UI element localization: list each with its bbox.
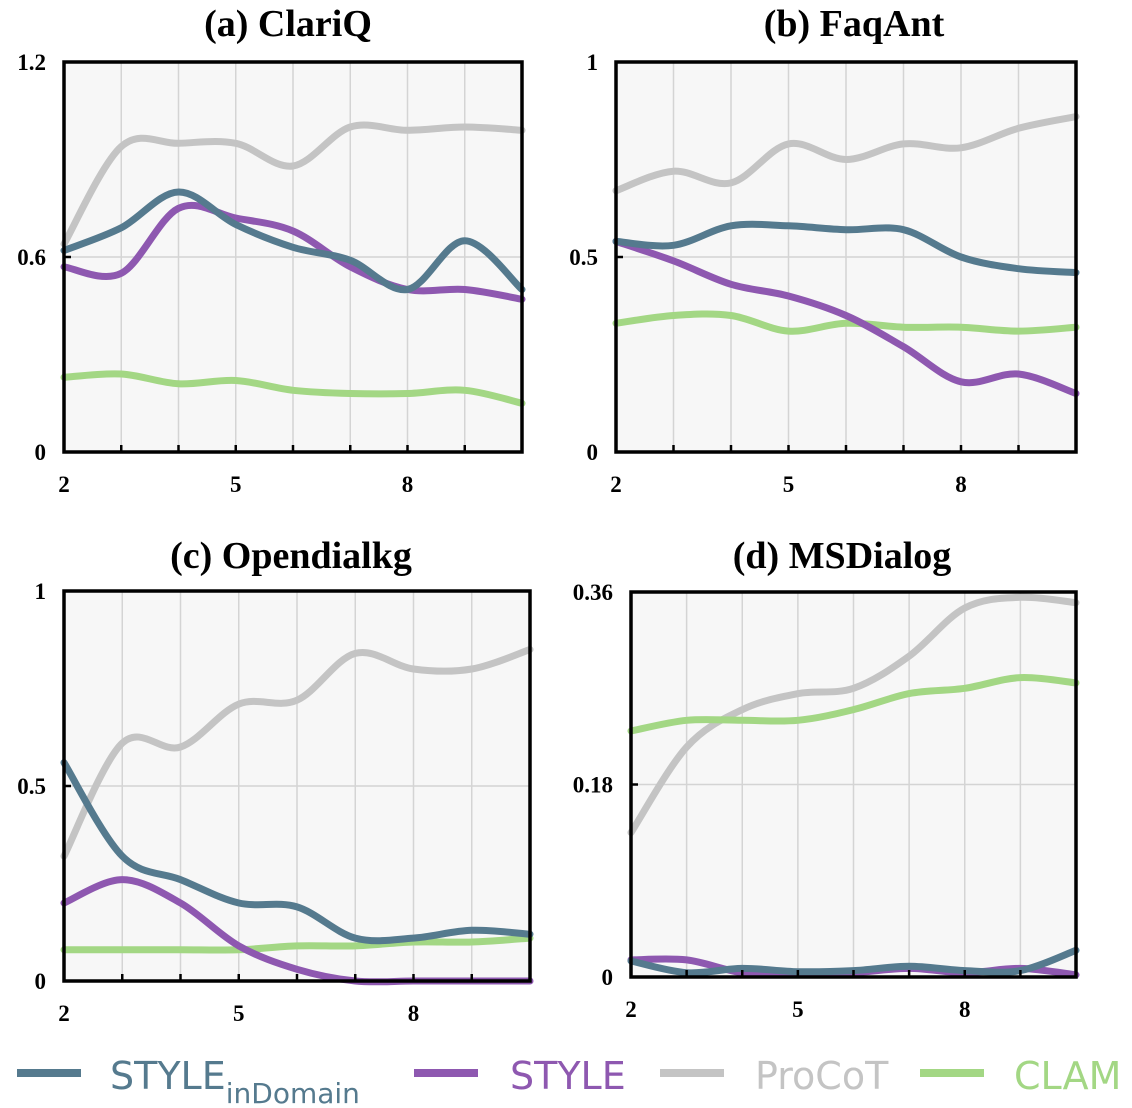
chart-title: (c) Opendialkg — [170, 535, 412, 577]
series-line-style — [60, 201, 526, 303]
y-tick-label: 0.18 — [573, 773, 613, 798]
chart-panel-3: 2 5 8 0 0.5 1 (c) Opendialkg — [17, 535, 534, 1026]
legend-label: STYLEinDomain — [110, 1054, 360, 1108]
x-tick-label: 2 — [58, 472, 70, 497]
legend-label: ProCoT — [755, 1054, 889, 1098]
legend-label: CLAM — [1014, 1054, 1121, 1098]
legend-item-clam[interactable]: CLAM — [920, 1054, 1121, 1098]
series-line-style — [612, 237, 1080, 397]
series-line-procot — [60, 646, 534, 860]
y-tick-label: 1 — [587, 50, 599, 75]
chart-title: (d) MSDialog — [733, 535, 952, 577]
y-tick-label: 0.36 — [573, 580, 613, 605]
x-tick-label: 8 — [402, 472, 414, 497]
chart-panel-2: 2 5 8 0 0.5 1 (b) FaqAnt — [569, 3, 1080, 497]
y-tick-label: 0.5 — [17, 774, 46, 799]
legend-label: STYLE — [510, 1054, 626, 1098]
y-tick-label: 0 — [602, 965, 614, 990]
y-tick-label: 0 — [587, 440, 599, 465]
series-line-clam — [612, 310, 1080, 335]
y-tick-label: 1.2 — [17, 50, 46, 75]
series-line-style_indomain — [612, 220, 1080, 277]
x-tick-label: 2 — [610, 472, 622, 497]
series-line-procot — [60, 121, 526, 248]
legend-item-procot[interactable]: ProCoT — [660, 1054, 889, 1098]
x-tick-label: 8 — [959, 997, 971, 1022]
series-line-clam — [60, 934, 534, 954]
series-line-procot — [612, 113, 1080, 195]
chart-title: (b) FaqAnt — [764, 3, 945, 45]
chart-panel-1: 2 5 8 0 0.6 1.2 (a) ClariQ — [17, 3, 526, 497]
x-tick-label: 5 — [230, 472, 242, 497]
y-tick-label: 0 — [35, 440, 47, 465]
series-line-clam — [60, 370, 526, 407]
y-tick-label: 0.6 — [17, 245, 46, 270]
x-tick-label: 2 — [58, 1001, 70, 1026]
legend-item-style[interactable]: STYLE — [414, 1054, 626, 1098]
x-tick-label: 8 — [408, 1001, 420, 1026]
chart-panel-4: 2 5 8 0 0.18 0.36 (d) MSDialog — [573, 535, 1080, 1022]
y-tick-label: 0.5 — [569, 245, 598, 270]
x-tick-label: 5 — [233, 1001, 245, 1026]
x-tick-label: 5 — [783, 472, 795, 497]
x-tick-label: 5 — [792, 997, 804, 1022]
x-tick-label: 2 — [625, 997, 637, 1022]
series-line-style_indomain — [60, 188, 526, 294]
legend: STYLEinDomain STYLE ProCoT CLAM — [17, 1054, 1121, 1108]
series-line-clam — [627, 674, 1080, 735]
y-tick-label: 0 — [35, 969, 47, 994]
legend-item-style_indomain[interactable]: STYLEinDomain — [17, 1054, 360, 1108]
x-tick-label: 8 — [955, 472, 967, 497]
y-tick-label: 1 — [35, 579, 47, 604]
series-line-procot — [627, 593, 1080, 837]
chart-title: (a) ClariQ — [204, 3, 372, 45]
series-line-style_indomain — [60, 759, 534, 945]
